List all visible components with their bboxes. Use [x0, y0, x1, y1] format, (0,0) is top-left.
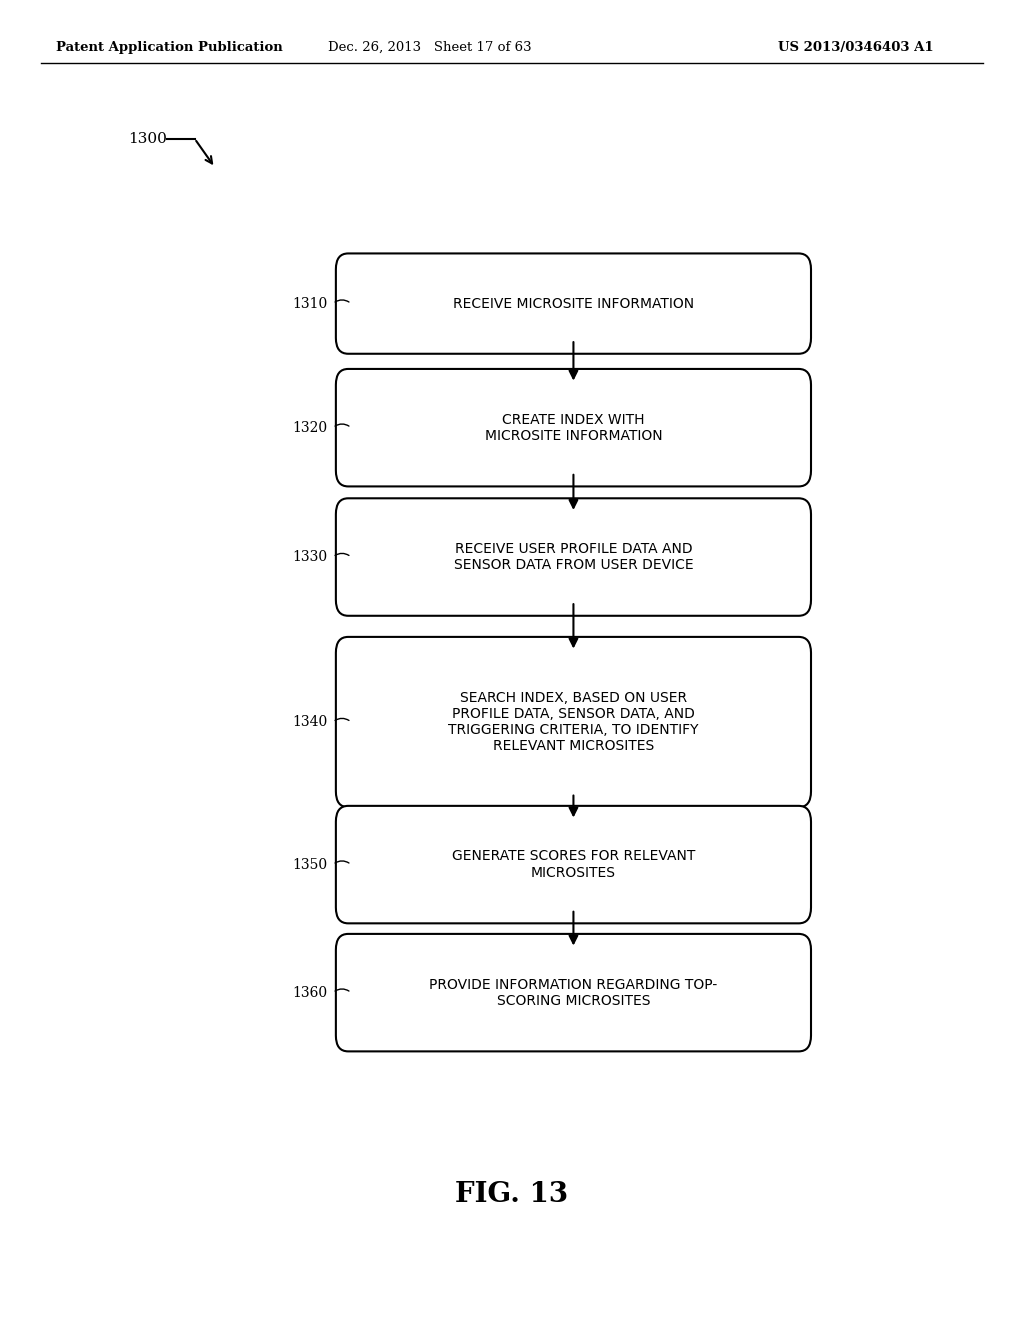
Text: RECEIVE MICROSITE INFORMATION: RECEIVE MICROSITE INFORMATION — [453, 297, 694, 310]
Text: GENERATE SCORES FOR RELEVANT
MICROSITES: GENERATE SCORES FOR RELEVANT MICROSITES — [452, 850, 695, 879]
Text: RECEIVE USER PROFILE DATA AND
SENSOR DATA FROM USER DEVICE: RECEIVE USER PROFILE DATA AND SENSOR DAT… — [454, 543, 693, 572]
Text: Patent Application Publication: Patent Application Publication — [56, 41, 283, 54]
FancyBboxPatch shape — [336, 253, 811, 354]
Text: 1330: 1330 — [293, 550, 328, 564]
Text: Dec. 26, 2013   Sheet 17 of 63: Dec. 26, 2013 Sheet 17 of 63 — [329, 41, 531, 54]
FancyBboxPatch shape — [336, 935, 811, 1051]
Text: 1320: 1320 — [293, 421, 328, 434]
Text: CREATE INDEX WITH
MICROSITE INFORMATION: CREATE INDEX WITH MICROSITE INFORMATION — [484, 413, 663, 442]
FancyBboxPatch shape — [336, 636, 811, 807]
Text: 1300: 1300 — [128, 132, 167, 145]
Text: 1340: 1340 — [293, 715, 328, 729]
FancyBboxPatch shape — [336, 368, 811, 486]
Text: SEARCH INDEX, BASED ON USER
PROFILE DATA, SENSOR DATA, AND
TRIGGERING CRITERIA, : SEARCH INDEX, BASED ON USER PROFILE DATA… — [449, 690, 698, 754]
FancyBboxPatch shape — [336, 499, 811, 615]
Text: FIG. 13: FIG. 13 — [456, 1181, 568, 1208]
Text: US 2013/0346403 A1: US 2013/0346403 A1 — [778, 41, 934, 54]
Text: 1360: 1360 — [293, 986, 328, 999]
Text: 1310: 1310 — [293, 297, 328, 310]
FancyBboxPatch shape — [336, 805, 811, 924]
Text: PROVIDE INFORMATION REGARDING TOP-
SCORING MICROSITES: PROVIDE INFORMATION REGARDING TOP- SCORI… — [429, 978, 718, 1007]
Text: 1350: 1350 — [293, 858, 328, 871]
